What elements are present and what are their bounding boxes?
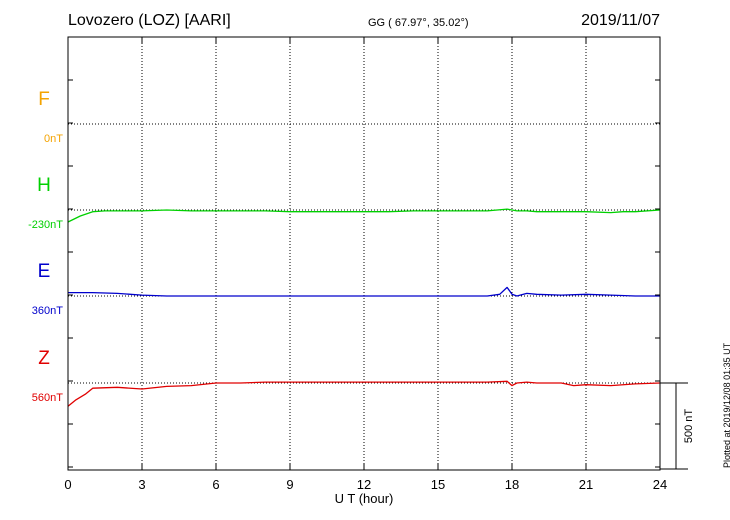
series-baseline-z: 560nT <box>32 392 63 404</box>
station-coordinates: GG ( 67.97°, 35.02°) <box>368 17 469 29</box>
series-layer <box>67 208 661 407</box>
axis-layer: 0 3 6 9 12 15 18 21 24 U T (hour) 500 nT <box>64 36 695 506</box>
series-name-z: Z <box>38 348 50 369</box>
plotted-timestamp: Plotted at 2019/12/08 01:35 UT <box>722 342 730 468</box>
x-tick-label: 18 <box>505 477 519 492</box>
scale-bar-label: 500 nT <box>683 409 695 444</box>
series-name-h: H <box>37 175 51 196</box>
series-baseline-f: 0nT <box>44 133 63 145</box>
station-title: Lovozero (LOZ) [AARI] <box>68 12 231 29</box>
x-tick-label: 15 <box>431 477 445 492</box>
x-tick-label: 12 <box>357 477 371 492</box>
x-tick-label: 0 <box>64 477 71 492</box>
series-baseline-h: -230nT <box>28 219 63 231</box>
series-name-e: E <box>38 261 51 282</box>
series-line-z <box>67 380 661 407</box>
series-line-e <box>68 286 660 297</box>
x-tick-label: 3 <box>138 477 145 492</box>
x-tick-label: 21 <box>579 477 593 492</box>
x-axis-label: U T (hour) <box>335 491 394 506</box>
x-tick-label: 9 <box>286 477 293 492</box>
x-tick-label: 6 <box>212 477 219 492</box>
series-line-h <box>67 208 661 223</box>
label-layer: F 0nT H -230nT E 360nT Z 560nT <box>28 89 63 404</box>
chart-date: 2019/11/07 <box>581 12 660 29</box>
grid-layer <box>68 37 660 470</box>
chart-header: Lovozero (LOZ) [AARI] GG ( 67.97°, 35.02… <box>0 0 730 36</box>
x-tick-label: 24 <box>653 477 667 492</box>
series-baseline-e: 360nT <box>32 305 63 317</box>
series-name-f: F <box>38 89 50 110</box>
